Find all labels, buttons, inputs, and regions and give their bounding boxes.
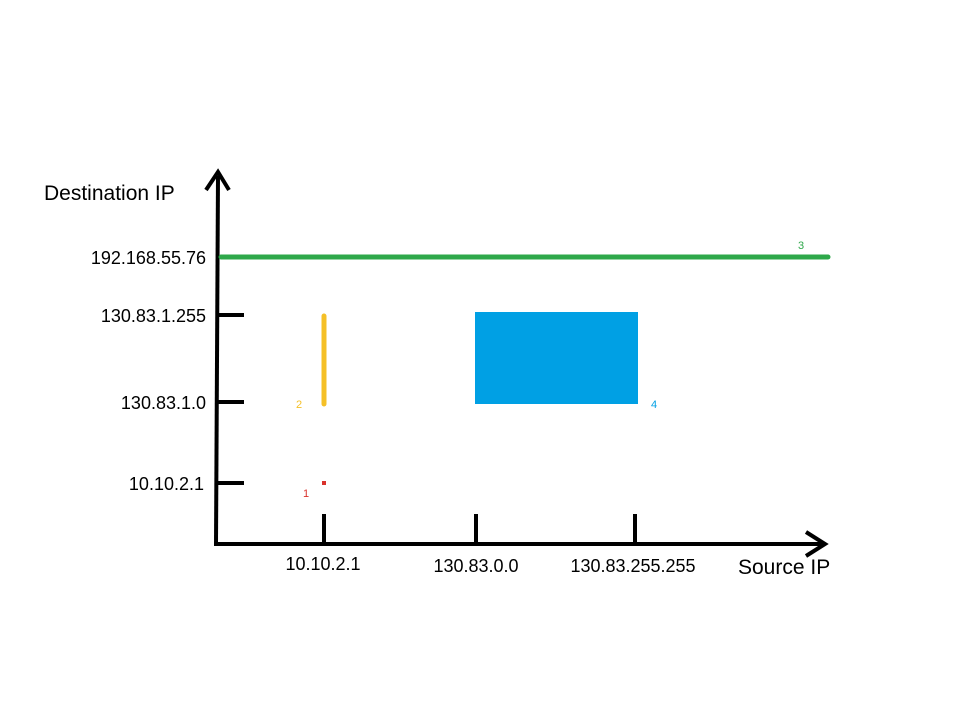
y-axis-arrow-icon — [204, 168, 231, 192]
x-tick-label: 10.10.2.1 — [285, 554, 360, 574]
y-tick-label: 130.83.1.0 — [121, 393, 206, 413]
y-tick-label: 192.168.55.76 — [91, 248, 206, 268]
region-3-label: 3 — [798, 240, 804, 252]
x-axis-title: Source IP — [738, 556, 830, 579]
x-tick-label: 130.83.255.255 — [570, 556, 695, 576]
region-4-label: 4 — [651, 399, 657, 411]
region-1-label: 1 — [303, 488, 309, 500]
region-1-point — [322, 481, 326, 485]
region-4-rectangle — [475, 312, 638, 404]
y-tick-label: 130.83.1.255 — [101, 306, 206, 326]
y-axis-title: Destination IP — [44, 182, 175, 205]
y-axis — [214, 175, 220, 545]
y-tick-label: 10.10.2.1 — [129, 474, 204, 494]
x-axis-arrow-icon — [804, 530, 829, 558]
region-2-label: 2 — [296, 399, 302, 411]
x-tick-label: 130.83.0.0 — [433, 556, 518, 576]
